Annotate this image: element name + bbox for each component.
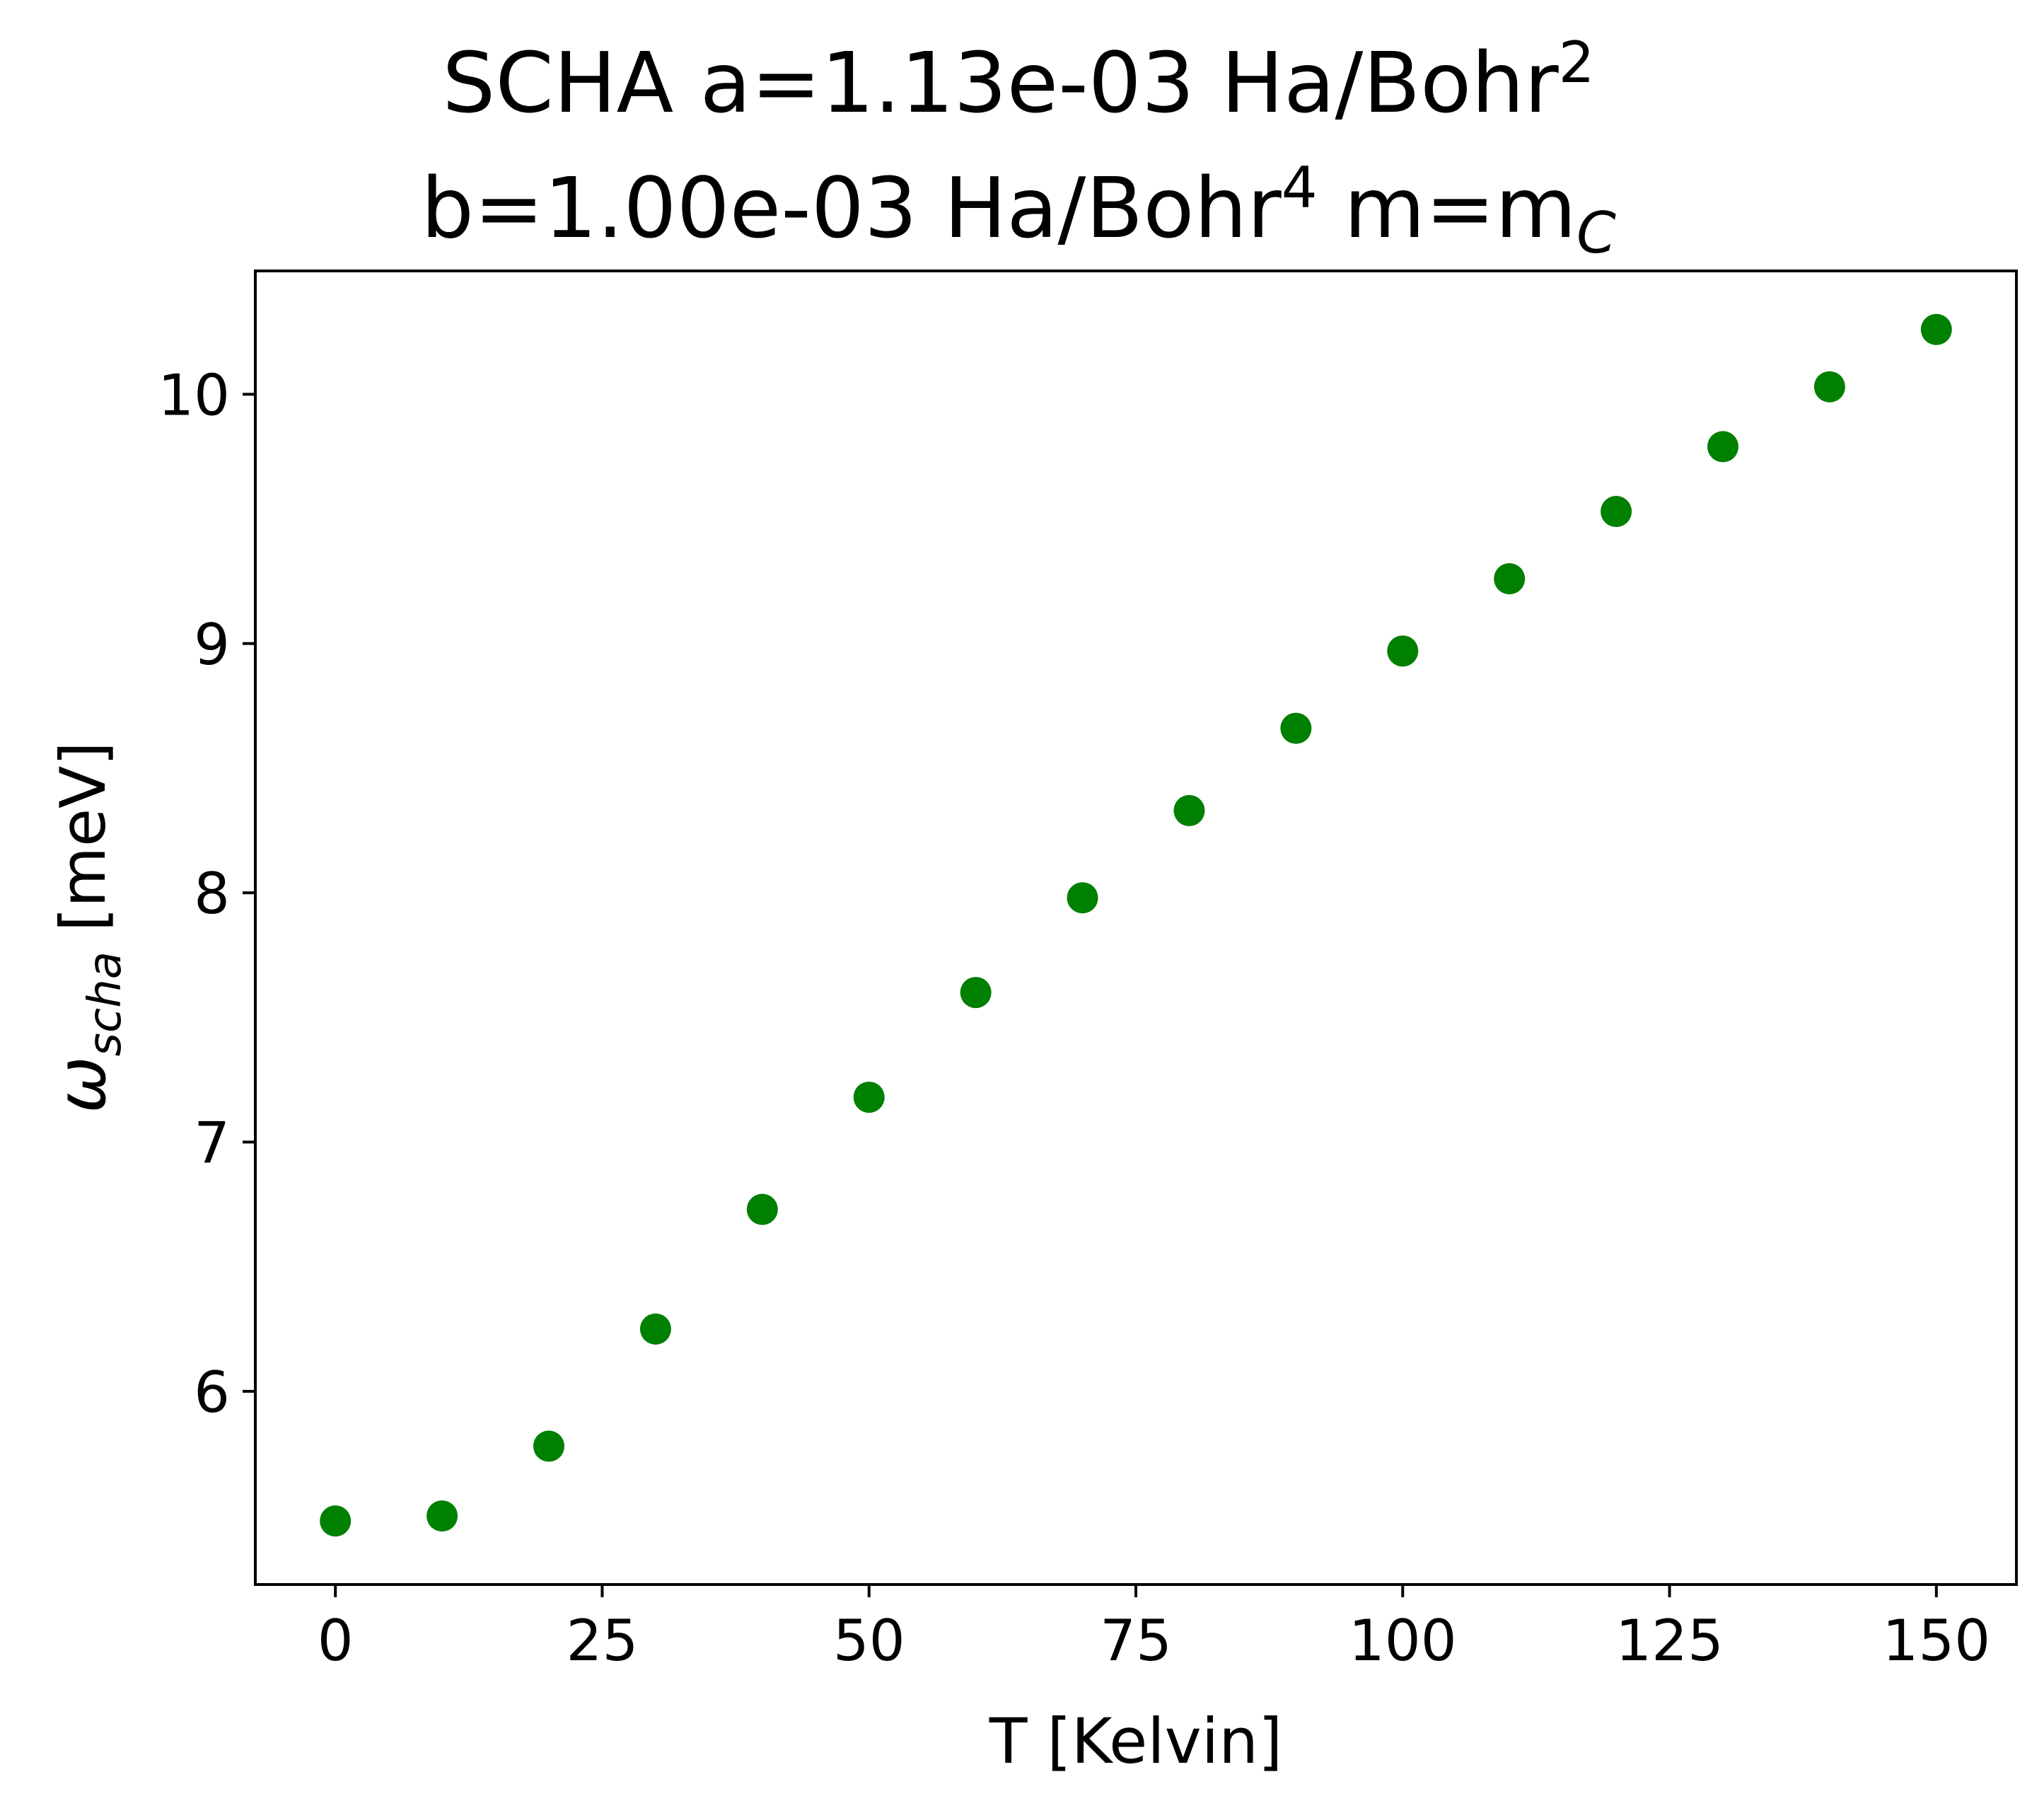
- x-tick-label: 100: [1349, 1608, 1457, 1674]
- x-tick-label: 150: [1882, 1608, 1990, 1674]
- y-tick-label: 7: [194, 1111, 230, 1176]
- x-tick-label: 125: [1615, 1608, 1724, 1674]
- x-tick-label: 75: [1100, 1608, 1172, 1674]
- data-point: [746, 1193, 778, 1225]
- chart-title-line-1: SCHA a=1.13e-03 Ha/Bohr2: [442, 30, 1594, 132]
- data-points: [320, 313, 1952, 1537]
- data-point: [1601, 496, 1632, 528]
- x-axis-label: T [Kelvin]: [989, 1705, 1283, 1778]
- data-point: [960, 977, 992, 1009]
- data-point: [1707, 431, 1738, 463]
- y-tick-label: 6: [194, 1360, 230, 1425]
- data-point: [533, 1430, 564, 1462]
- data-point: [639, 1313, 671, 1345]
- chart-title-line-2: b=1.00e-03 Ha/Bohr4 m=mC: [421, 155, 1616, 266]
- y-tick-label: 10: [158, 362, 230, 428]
- y-tick-label: 9: [194, 612, 230, 678]
- y-axis-ticks: 6 7 8 9 10: [158, 362, 255, 1425]
- x-tick-label: 50: [833, 1608, 905, 1674]
- data-point: [1280, 712, 1312, 744]
- x-tick-label: 0: [318, 1608, 354, 1674]
- x-tick-label: 25: [567, 1608, 639, 1674]
- y-tick-label: 8: [194, 861, 230, 927]
- data-point: [1813, 371, 1845, 402]
- data-point: [1067, 882, 1098, 914]
- data-point: [1494, 563, 1526, 595]
- x-axis-ticks: 0 25 50 75 100 125 150: [318, 1585, 1990, 1674]
- y-axis-label: ωscha [meV]: [42, 741, 132, 1113]
- data-point: [853, 1082, 885, 1113]
- data-point: [1920, 313, 1952, 345]
- data-point: [426, 1500, 458, 1532]
- data-point: [1387, 635, 1419, 667]
- data-point: [320, 1505, 352, 1537]
- data-point: [1173, 794, 1205, 826]
